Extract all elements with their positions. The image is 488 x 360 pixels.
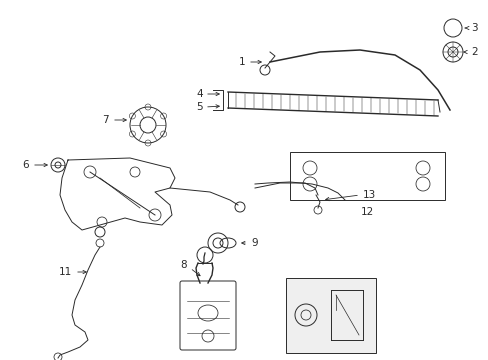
Text: 7: 7 <box>102 115 109 125</box>
Text: 12: 12 <box>360 207 373 217</box>
Text: 6: 6 <box>22 160 29 170</box>
Bar <box>285 278 375 353</box>
Text: 2: 2 <box>470 47 477 57</box>
Text: 9: 9 <box>250 238 257 248</box>
Text: 13: 13 <box>362 190 375 200</box>
Text: 1: 1 <box>238 57 244 67</box>
Text: 4: 4 <box>196 89 203 99</box>
Bar <box>289 152 444 200</box>
Text: 3: 3 <box>470 23 477 33</box>
Text: 5: 5 <box>196 102 203 112</box>
Text: 11: 11 <box>59 267 72 277</box>
Text: 8: 8 <box>180 260 186 270</box>
